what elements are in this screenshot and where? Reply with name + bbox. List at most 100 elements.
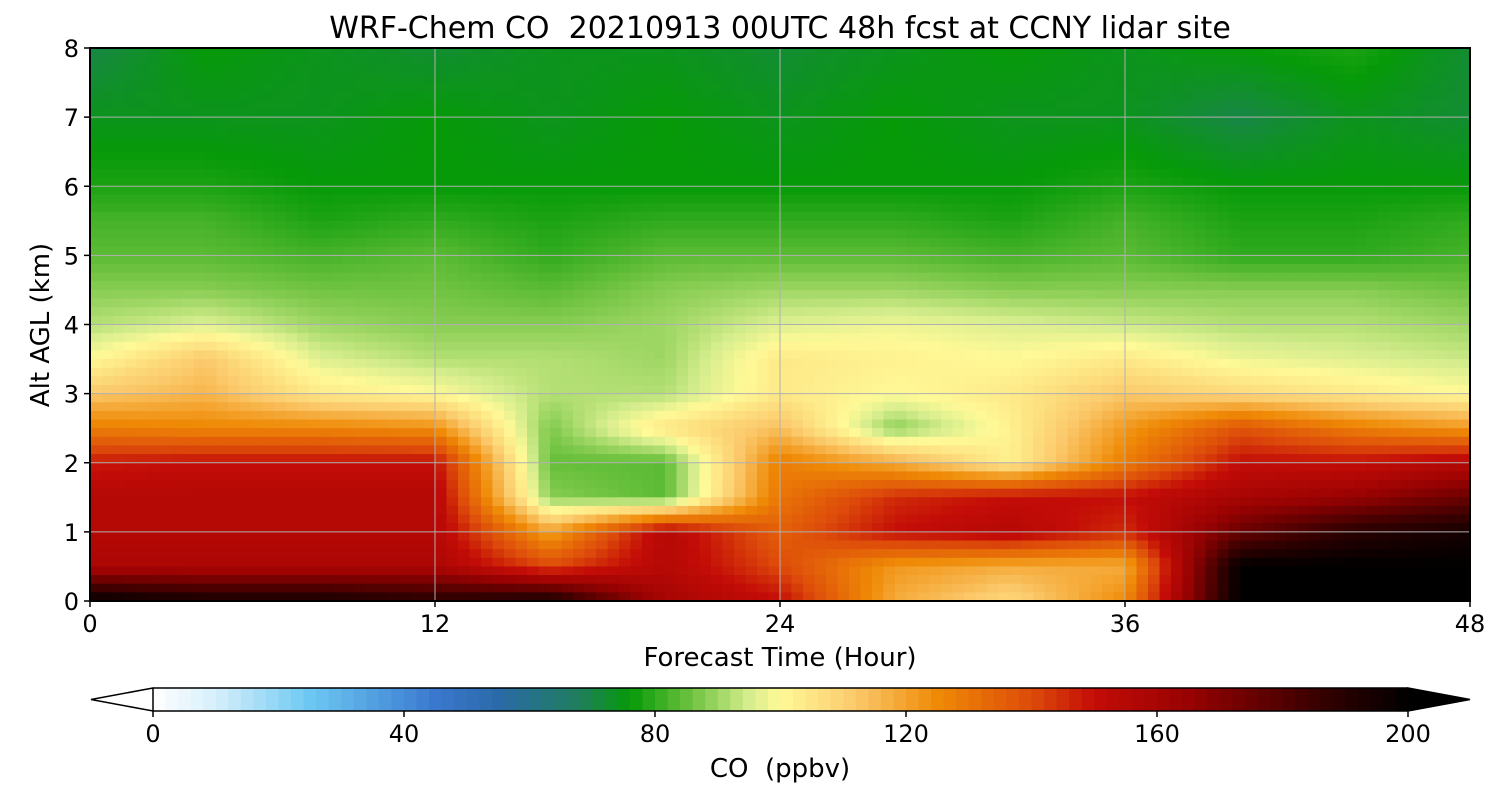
heatmap-cell [1010, 289, 1023, 300]
heatmap-cell [435, 367, 448, 377]
heatmap-cell [1159, 108, 1172, 118]
heatmap-cell [814, 281, 827, 291]
heatmap-cell [90, 324, 103, 334]
heatmap-cell [711, 315, 724, 326]
heatmap-cell [1240, 229, 1253, 239]
heatmap-cell [492, 177, 505, 187]
heatmap-cell [481, 117, 494, 127]
heatmap-cell [492, 160, 505, 170]
heatmap-cell [734, 229, 747, 239]
heatmap-cell [1125, 350, 1138, 360]
heatmap-cell [745, 341, 758, 352]
heatmap-cell [354, 281, 367, 291]
heatmap-cell [918, 298, 931, 308]
heatmap-cell [251, 168, 264, 179]
heatmap-cell [1194, 168, 1207, 179]
heatmap-cell [1424, 134, 1437, 144]
heatmap-cell [1286, 255, 1299, 265]
heatmap-cell [1343, 134, 1356, 144]
heatmap-cell [573, 108, 586, 118]
heatmap-cell [837, 359, 850, 369]
heatmap-cell [676, 246, 689, 256]
heatmap-cell [561, 324, 574, 334]
heatmap-cell [504, 341, 517, 352]
heatmap-cell [1148, 229, 1161, 239]
heatmap-cell [1228, 48, 1241, 58]
heatmap-cell [803, 168, 816, 179]
heatmap-cell [987, 255, 1000, 265]
heatmap-cell [1125, 341, 1138, 352]
heatmap-cell [90, 194, 103, 205]
heatmap-cell [561, 384, 574, 395]
heatmap-cell [757, 298, 770, 308]
heatmap-cell [676, 289, 689, 300]
heatmap-cell [722, 134, 735, 144]
heatmap-cell [699, 315, 712, 326]
heatmap-cell [987, 212, 1000, 222]
heatmap-cell [366, 73, 379, 84]
heatmap-cell [1458, 99, 1471, 110]
heatmap-cell [699, 264, 712, 274]
heatmap-cell [481, 350, 494, 360]
heatmap-cell [481, 91, 494, 101]
heatmap-cell [343, 65, 356, 75]
heatmap-cell [987, 298, 1000, 308]
heatmap-cell [1194, 350, 1207, 360]
heatmap-cell [722, 168, 735, 179]
heatmap-cell [527, 272, 540, 282]
heatmap-cell [515, 393, 528, 403]
heatmap-cell [1424, 160, 1437, 170]
heatmap-cell [826, 186, 839, 196]
heatmap-cell [1274, 220, 1287, 231]
heatmap-cell [285, 73, 298, 84]
heatmap-cell [619, 393, 632, 403]
heatmap-cell [1435, 125, 1448, 136]
heatmap-cell [492, 229, 505, 239]
heatmap-cell [1217, 272, 1230, 282]
heatmap-cell [435, 194, 448, 205]
heatmap-cell [929, 134, 942, 144]
heatmap-cell [538, 203, 551, 213]
heatmap-cell [676, 194, 689, 205]
heatmap-cell [1010, 99, 1023, 110]
heatmap-cell [895, 281, 908, 291]
heatmap-cell [1286, 341, 1299, 352]
heatmap-cell [1240, 99, 1253, 110]
heatmap-cell [803, 272, 816, 282]
heatmap-cell [860, 117, 873, 127]
heatmap-cell [1148, 91, 1161, 101]
heatmap-cell [1458, 160, 1471, 170]
heatmap-cell [412, 73, 425, 84]
heatmap-cell [768, 229, 781, 239]
heatmap-cell [1378, 220, 1391, 231]
heatmap-cell [423, 367, 436, 377]
heatmap-cell [1079, 108, 1092, 118]
heatmap-cell [90, 99, 103, 110]
heatmap-cell [297, 367, 310, 377]
heatmap-cell [1458, 376, 1471, 386]
heatmap-cell [1148, 134, 1161, 144]
heatmap-cell [216, 73, 229, 84]
heatmap-cell [1079, 65, 1092, 75]
heatmap-cell [941, 393, 954, 403]
heatmap-cell [124, 229, 137, 239]
heatmap-cell [952, 367, 965, 377]
heatmap-cell [653, 255, 666, 265]
heatmap-cell [1251, 367, 1264, 377]
heatmap-cell [596, 151, 609, 161]
heatmap-cell [1458, 220, 1471, 231]
heatmap-cell [975, 168, 988, 179]
heatmap-cell [941, 82, 954, 92]
heatmap-cell [182, 298, 195, 308]
heatmap-cell [1056, 108, 1069, 118]
heatmap-cell [274, 384, 287, 395]
heatmap-cell [883, 65, 896, 75]
heatmap-cell [205, 168, 218, 179]
heatmap-cell [1182, 272, 1195, 282]
heatmap-cell [297, 99, 310, 110]
heatmap-cell [492, 48, 505, 58]
heatmap-cell [1159, 160, 1172, 170]
heatmap-cell [1228, 393, 1241, 403]
heatmap-cell [573, 333, 586, 343]
heatmap-cell [446, 220, 459, 231]
